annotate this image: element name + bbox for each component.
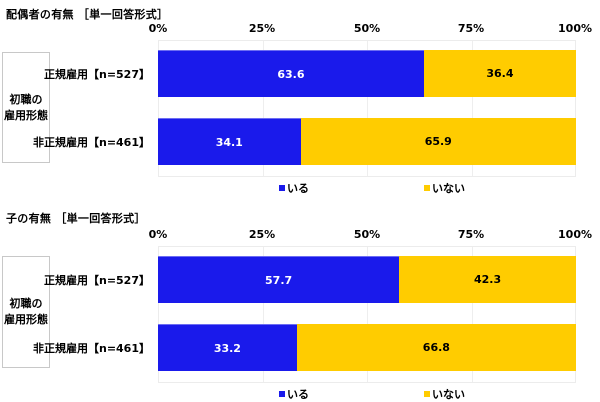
gridline-75 [472,247,473,382]
group-label-box: 初職の 雇用形態 [2,52,50,163]
row-label-nonregular: 非正規雇用【n=461】 [32,136,150,149]
axis-tick-50: 50% [353,228,381,241]
bar-segment-no: 65.9 [300,118,576,165]
legend-item-yes: いる [279,180,309,196]
axis-tick-25: 25% [248,228,276,241]
axis-tick-0: 0% [148,22,168,35]
legend-swatch-yellow [424,391,430,397]
gridline-50 [367,41,368,176]
chart-children: 子の有無 ［単一回答形式］ 0% 25% 50% 75% 100% 初職の 雇用… [0,206,600,402]
row-label-regular: 正規雇用【n=527】 [43,68,150,81]
bar-segment-no: 66.8 [296,324,576,371]
bar-segment-yes: 34.1 [158,118,301,165]
legend-item-no: いない [424,180,465,196]
chart-spouse: 配偶者の有無 ［単一回答形式］ 0% 25% 50% 75% 100% 初職の … [0,0,600,200]
group-label-line2: 雇用形態 [4,108,48,122]
axis-tick-75: 75% [457,228,485,241]
bar-segment-no: 36.4 [423,50,576,97]
group-label-line1: 初職の [9,92,43,106]
group-label-box: 初職の 雇用形態 [2,256,50,368]
gridline-25 [263,41,264,176]
axis-tick-100: 100% [558,228,592,241]
legend-swatch-blue [279,391,285,397]
axis-tick-0: 0% [148,228,168,241]
axis-tick-100: 100% [558,22,592,35]
bar-row-regular: 63.6 36.4 [158,50,576,97]
row-label-regular: 正規雇用【n=527】 [43,274,150,287]
legend-swatch-blue [279,185,285,191]
legend-label: いない [432,388,465,401]
bar-segment-yes: 63.6 [158,50,424,97]
bar-segment-yes: 33.2 [158,324,297,371]
row-label-nonregular: 非正規雇用【n=461】 [32,342,150,355]
chart-title: 配偶者の有無 ［単一回答形式］ [6,8,169,21]
legend-label: いる [287,182,309,195]
legend-item-yes: いる [279,386,309,402]
legend-label: いる [287,388,309,401]
bar-row-regular: 57.7 42.3 [158,256,576,303]
gridline-50 [367,247,368,382]
bar-row-nonregular: 33.2 66.8 [158,324,576,371]
bar-row-nonregular: 34.1 65.9 [158,118,576,165]
gridline-75 [472,41,473,176]
group-label-line2: 雇用形態 [4,313,48,326]
legend-item-no: いない [424,386,465,402]
legend-label: いない [432,182,465,195]
axis-tick-50: 50% [353,22,381,35]
bar-segment-yes: 57.7 [158,256,400,303]
group-label-line1: 初職の [9,297,43,310]
gridline-25 [263,247,264,382]
legend-swatch-yellow [424,185,430,191]
axis-tick-75: 75% [457,22,485,35]
bar-segment-no: 42.3 [399,256,576,303]
chart-title: 子の有無 ［単一回答形式］ [6,212,146,225]
axis-tick-25: 25% [248,22,276,35]
